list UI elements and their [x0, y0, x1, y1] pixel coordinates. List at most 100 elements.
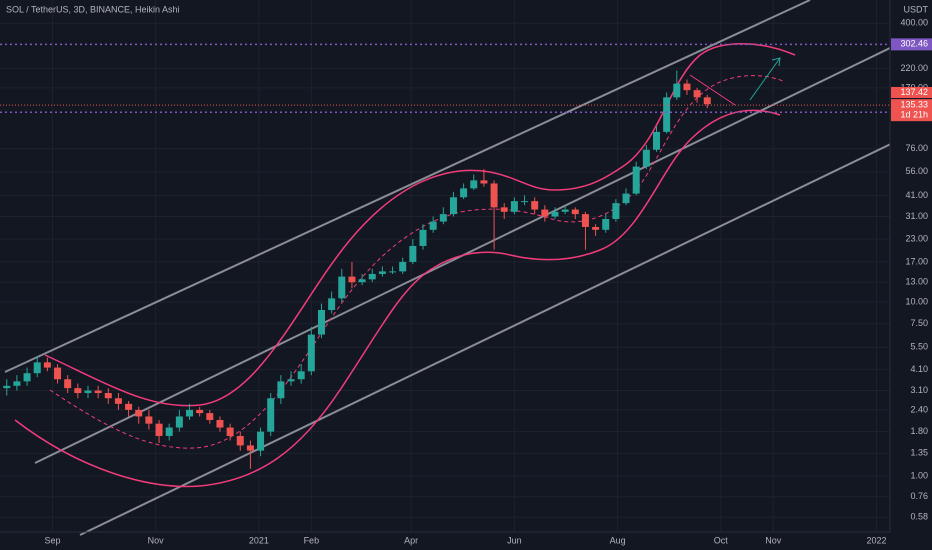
- candle-body: [328, 298, 336, 310]
- chart-title: SOL / TetherUS, 3D, BINANCE, Heikin Ashi: [6, 4, 180, 14]
- y-tick-label: 2.40: [910, 404, 928, 414]
- candle-body: [23, 373, 31, 382]
- candle-body: [145, 416, 153, 424]
- y-tick-label: 5.50: [910, 342, 928, 352]
- candle-body: [521, 201, 529, 203]
- level-label: 302.46: [900, 39, 928, 49]
- y-tick-label: 10.00: [905, 296, 928, 306]
- candle-body: [561, 209, 569, 212]
- candle-body: [571, 209, 579, 215]
- candle-body: [104, 393, 112, 399]
- candle-body: [186, 409, 194, 417]
- candle-body: [348, 276, 356, 283]
- candle-body: [703, 97, 711, 105]
- candle-body: [358, 279, 366, 283]
- candle-body: [663, 97, 671, 132]
- candle-body: [246, 445, 254, 451]
- candle-body: [3, 385, 11, 389]
- candle-body: [277, 381, 285, 399]
- level-label-bg: [891, 38, 932, 51]
- candle-body: [449, 197, 457, 215]
- projection-up: [749, 57, 781, 101]
- x-tick-label: Oct: [714, 535, 729, 545]
- candle-body: [257, 431, 265, 451]
- candle-body: [338, 276, 346, 299]
- candle-body: [632, 166, 640, 194]
- candle-body: [409, 245, 417, 262]
- y-tick-label: 23.00: [905, 233, 928, 243]
- candle-body: [74, 388, 82, 394]
- y-tick-label: 0.76: [910, 491, 928, 501]
- candle-body: [389, 271, 397, 273]
- candle-body: [33, 362, 41, 374]
- candle-body: [622, 193, 630, 204]
- y-tick-label: 220.00: [900, 63, 928, 73]
- candle-body: [439, 214, 447, 222]
- candle-body: [602, 219, 610, 230]
- band-middle: [49, 75, 786, 449]
- y-tick-label: 41.00: [905, 190, 928, 200]
- candle-body: [642, 149, 650, 167]
- candle-body: [94, 390, 102, 394]
- candle-body: [612, 203, 620, 220]
- candle-body: [287, 379, 295, 382]
- candle-body: [480, 180, 488, 184]
- y-tick-label: 17.00: [905, 256, 928, 266]
- candle-body: [216, 419, 224, 428]
- candle-body: [378, 271, 386, 274]
- high-label: 137.42: [900, 87, 928, 97]
- x-tick-label: Feb: [304, 535, 320, 545]
- candle-body: [175, 416, 183, 428]
- candle-body: [114, 398, 122, 404]
- candle-body: [317, 309, 325, 335]
- candle-body: [307, 334, 315, 372]
- y-tick-label: 1.80: [910, 426, 928, 436]
- y-tick-label: 1.35: [910, 448, 928, 458]
- candle-body: [429, 221, 437, 230]
- candle-body: [460, 188, 468, 198]
- y-tick-label: 56.00: [905, 166, 928, 176]
- candle-body: [43, 362, 51, 368]
- y-tick-label: 400.00: [900, 18, 928, 28]
- x-tick-label: Sep: [44, 535, 60, 545]
- candle-body: [500, 207, 508, 212]
- candle-body: [581, 214, 589, 227]
- candle-body: [236, 435, 244, 446]
- high-label-bg: [891, 86, 932, 98]
- y-tick-label: 76.00: [905, 143, 928, 153]
- x-tick-label: 2022: [866, 535, 886, 545]
- countdown: 1d 21h: [900, 110, 928, 120]
- y-tick-label: 3.10: [910, 385, 928, 395]
- last-price-label: 135.33: [900, 100, 928, 110]
- labels: 0.58 0.76 1.00 1.35 1.80 2.40 3.10 4.10 5.50 7.50…: [44, 18, 932, 545]
- x-tick-label: Aug: [610, 535, 626, 545]
- candle-body: [297, 371, 305, 380]
- x-tick-label: Jun: [507, 535, 522, 545]
- y-tick-label: 1.00: [910, 470, 928, 480]
- candle-body: [419, 229, 427, 246]
- y-tick-label: 0.58: [910, 512, 928, 522]
- candle-body: [206, 413, 214, 420]
- candle-body: [510, 201, 518, 212]
- candle-body: [551, 211, 559, 217]
- candle-body: [196, 409, 204, 414]
- x-tick-label: Apr: [404, 535, 418, 545]
- y-tick-label: 7.50: [910, 318, 928, 328]
- candle-body: [541, 209, 549, 217]
- candle-body: [470, 180, 478, 189]
- candle-body: [135, 409, 143, 417]
- candle-body: [653, 131, 661, 150]
- candle-body: [165, 427, 173, 436]
- candle-body: [125, 403, 133, 410]
- channel-lower: [79, 141, 896, 536]
- channel-upper: [4, 0, 811, 373]
- y-tick-label: 4.10: [910, 364, 928, 374]
- candle-body: [592, 226, 600, 230]
- arrow-head: [771, 57, 781, 67]
- candle-body: [226, 427, 234, 436]
- x-tick-label: Nov: [765, 535, 782, 545]
- candle-body: [490, 183, 498, 208]
- candle-body: [673, 83, 681, 98]
